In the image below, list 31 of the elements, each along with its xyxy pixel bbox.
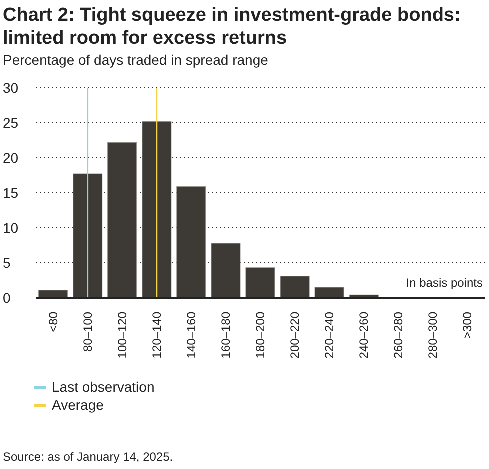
x-tick-label: 100–120: [115, 312, 130, 359]
y-tick-label: 15: [3, 184, 19, 201]
bar: [211, 243, 241, 298]
source-note: Source: as of January 14, 2025.: [3, 450, 174, 464]
y-tick-label: 30: [3, 80, 19, 96]
legend-label: Last observation: [52, 378, 155, 396]
x-tick-label: 240–260: [357, 312, 372, 359]
x-tick-label: 80–100: [80, 312, 95, 352]
chart-title: Chart 2: Tight squeeze in investment-grade bonds: limited room for excess returns: [3, 4, 462, 50]
x-tick-label: 200–220: [288, 312, 302, 359]
x-tick-label: >300: [460, 312, 475, 340]
x-tick-label: 160–180: [218, 312, 233, 359]
x-tick-label: 260–280: [392, 312, 406, 359]
bar: [280, 276, 310, 298]
bar: [314, 287, 344, 298]
y-tick-label: 20: [3, 150, 19, 166]
y-tick-label: 0: [3, 290, 11, 306]
chart-subtitle: Percentage of days traded in spread range: [3, 52, 268, 68]
x-tick-label: 180–200: [254, 312, 268, 359]
legend-label: Average: [52, 396, 104, 414]
x-tick-label: 120–140: [150, 312, 164, 359]
x-tick-label: 140–160: [184, 312, 198, 359]
x-tick-label: 220–240: [322, 312, 337, 359]
bar: [246, 268, 276, 298]
y-tick-label: 10: [3, 220, 19, 236]
annotation: In basis points: [406, 276, 483, 290]
y-tick-label: 5: [3, 254, 11, 271]
bar: [108, 142, 138, 298]
x-tick-label: <80: [46, 312, 60, 332]
x-tick-label: 280–300: [426, 312, 440, 359]
y-tick-label: 25: [3, 114, 19, 131]
